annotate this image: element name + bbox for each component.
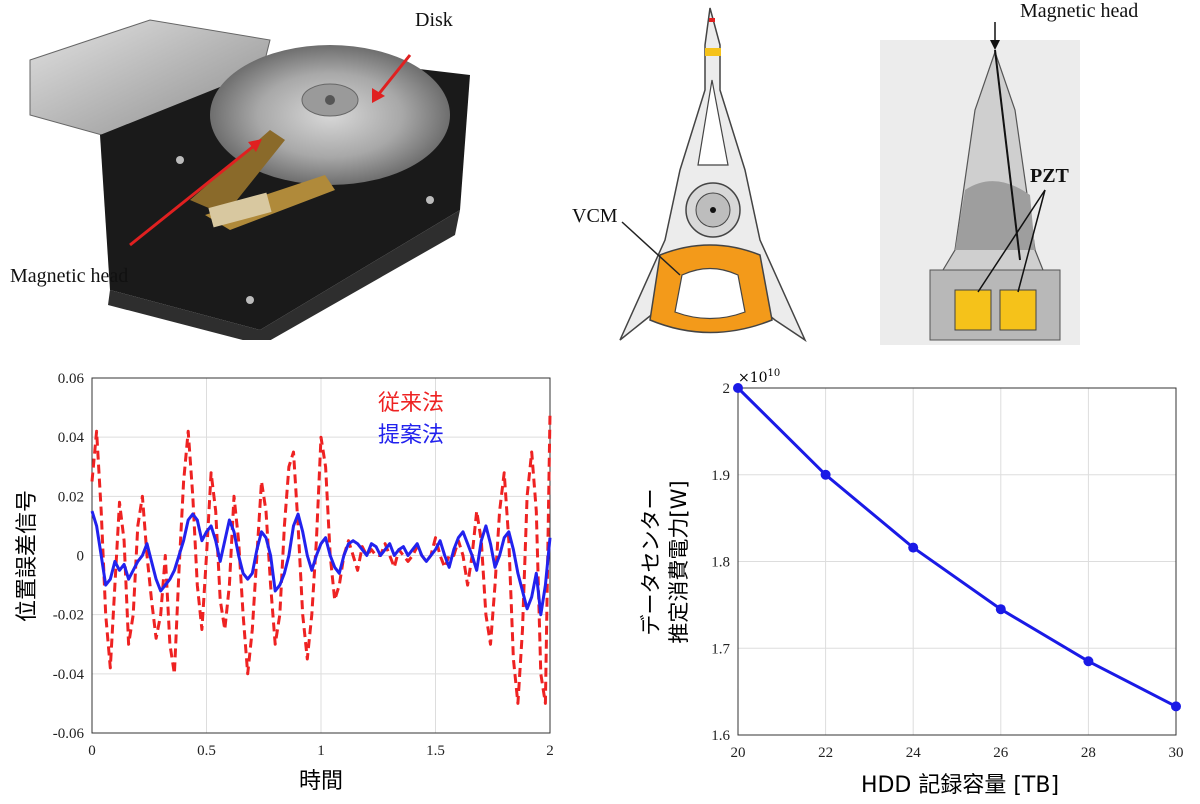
legend-proposed: 提案法 [378, 423, 444, 448]
vcm-label: VCM [572, 205, 618, 227]
pzt-label: PZT [1030, 165, 1070, 187]
power-point [908, 542, 919, 553]
pes-chart: 0 0.5 1 1.5 2 -0.06 -0.04 -0.02 0 0.02 0.04 0.06 従来… [15, 371, 554, 794]
hdd-photo: Disk Magnetic head [10, 9, 470, 345]
pes-y-tick-label: -0.06 [53, 726, 85, 742]
power-x-axis-label: HDD 記録容量 [TB] [861, 773, 1059, 798]
actuator-diagram: VCM [572, 7, 807, 343]
power-x-tick-label: 22 [818, 745, 833, 761]
pes-x-tick-label: 1 [317, 743, 325, 759]
pes-y-axis-label: 位置誤差信号 [15, 490, 40, 622]
pes-y-tick-label: 0.06 [58, 371, 85, 387]
pes-line-conventional [90, 413, 552, 705]
pes-x-tick-label: 0 [88, 743, 96, 759]
power-point [820, 469, 831, 480]
legend-conventional: 従来法 [378, 391, 444, 416]
pes-y-tick-label: 0 [77, 549, 85, 565]
power-chart-panel: 20 22 24 26 28 30 1.6 1.7 1.8 1.9 2 ×1010 HDD 記録容量… [610, 360, 1200, 800]
power-point [1083, 656, 1094, 667]
power-y-axis-label: データセンター 推定消費電力[W] [639, 480, 691, 643]
suspension-photo: Magnetic head PZT [880, 0, 1138, 345]
pes-y-tick-label: 0.02 [58, 489, 84, 505]
pes-x-tick-label: 1.5 [426, 743, 445, 759]
actuator-diagram-panel: VCM [560, 0, 810, 350]
power-y-tick-label: 1.9 [711, 468, 730, 484]
power-chart-frame [737, 387, 1177, 736]
suspension-base [929, 269, 1061, 341]
power-multiplier: ×1010 [738, 368, 780, 386]
pes-y-tick-label: -0.02 [53, 608, 84, 624]
pes-y-tick-label: 0.04 [58, 430, 85, 446]
power-chart: 20 22 24 26 28 30 1.6 1.7 1.8 1.9 2 ×1010 HDD 記録容量… [639, 368, 1184, 798]
power-y-tick-label: 2 [723, 381, 731, 397]
power-y-tick-label: 1.6 [711, 728, 730, 744]
suspension-photo-panel: Magnetic head PZT [870, 0, 1200, 350]
power-x-tick-label: 30 [1169, 745, 1184, 761]
suspension-head-label: Magnetic head [1020, 0, 1138, 22]
power-line [736, 386, 1177, 708]
power-y-tick-label: 1.8 [711, 555, 730, 571]
power-x-tick-label: 26 [993, 745, 1009, 761]
pes-chart-panel: 0 0.5 1 1.5 2 -0.06 -0.04 -0.02 0 0.02 0.04 0.06 従来… [0, 360, 600, 800]
pes-x-axis-label: 時間 [299, 769, 343, 794]
disk-arrow [376, 54, 412, 96]
hdd-actuator-arm [190, 130, 285, 215]
pes-x-tick-label: 2 [546, 743, 554, 759]
pzt-element-left [954, 289, 992, 331]
power-point [733, 383, 743, 393]
pes-line-proposed [90, 510, 552, 617]
pzt-element-right [999, 289, 1037, 331]
disk-label: Disk [415, 9, 453, 31]
pes-y-tick-label: -0.04 [53, 667, 85, 683]
power-x-tick-label: 28 [1081, 745, 1096, 761]
power-x-tick-label: 20 [731, 745, 746, 761]
head-slider-marker [705, 48, 721, 56]
power-x-tick-label: 24 [906, 745, 922, 761]
power-y-tick-label: 1.7 [711, 641, 730, 657]
power-point [1171, 701, 1181, 712]
pes-x-tick-label: 0.5 [197, 743, 216, 759]
pes-chart-frame [91, 377, 551, 734]
hdd-photo-panel: Disk Magnetic head [0, 0, 520, 345]
hdd-head-label: Magnetic head [10, 265, 128, 287]
head-arrow [129, 143, 256, 247]
power-point [995, 604, 1006, 615]
